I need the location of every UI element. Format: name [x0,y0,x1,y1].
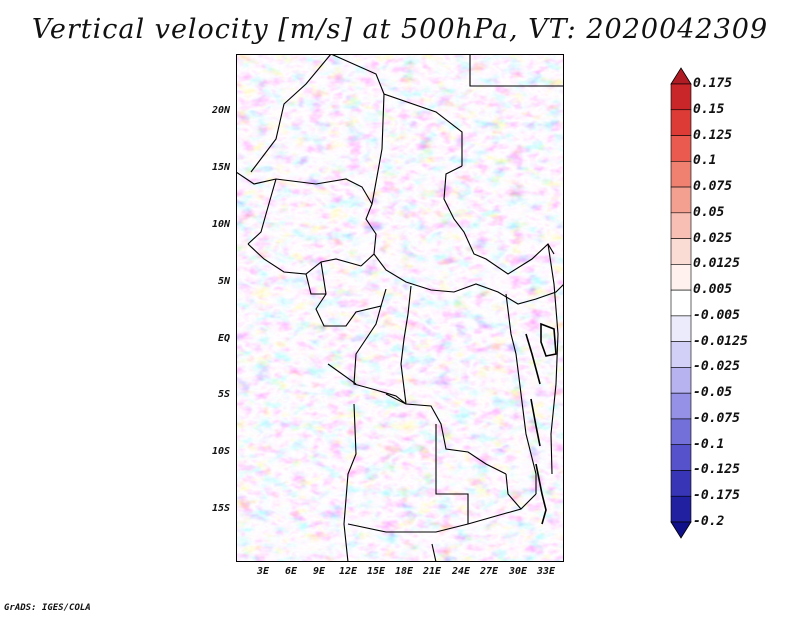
colorbar-label: -0.125 [693,462,740,478]
map-border [236,54,564,562]
lon-label: 24E [451,566,471,577]
lat-label: 10S [211,446,230,457]
colorbar-box [670,341,692,368]
colorbar-label: 0.125 [693,127,733,143]
colorbar-box [670,392,692,420]
colorbar-label: -0.1 [693,436,725,452]
colorbar-label: -0.175 [693,488,740,504]
grads-credit: GrADS: IGES/COLA [4,603,91,613]
lat-label: 10N [211,219,230,230]
colorbar-box [670,264,692,291]
lon-label: 33E [536,566,556,577]
lat-label: 20N [211,105,230,116]
colorbar-label: 0.1 [693,153,717,169]
colorbar-box [670,160,692,188]
colorbar-box [670,367,692,394]
colorbar-max-arrow [670,67,692,85]
chart-title: Vertical velocity [m/s] at 500hPa, VT: 2… [31,14,769,45]
colorbar-label: 0.175 [693,76,733,91]
colorbar-box [670,109,692,136]
colorbar-box [670,470,692,497]
colorbar-label: -0.0125 [693,333,748,349]
lon-label: 21E [422,566,442,577]
colorbar-label: 0.0125 [693,256,740,272]
lat-label: 15N [211,162,230,173]
lon-label: 27E [479,566,499,577]
colorbar-box [670,186,692,214]
colorbar-box [670,315,692,342]
colorbar [670,67,692,539]
colorbar-box [670,83,692,111]
colorbar-box [670,135,692,162]
colorbar-box [670,289,692,317]
velocity-field [236,54,564,562]
lon-label: 12E [338,566,358,577]
colorbar-box [670,418,692,446]
colorbar-box [670,212,692,239]
colorbar-label: 0.05 [693,204,725,220]
lat-label: EQ [217,333,230,344]
colorbar-label: 0.15 [693,101,725,117]
colorbar-label: -0.075 [693,410,740,426]
vertical-velocity-map [236,54,564,562]
colorbar-label: -0.05 [693,385,733,401]
colorbar-label: 0.075 [693,179,733,195]
lat-label: 5S [217,389,230,400]
lon-label: 9E [312,566,326,577]
colorbar-min-arrow [670,521,692,539]
lon-label: 6E [284,566,298,577]
colorbar-label: 0.005 [693,282,733,298]
lat-label: 15S [211,503,230,514]
lon-label: 30E [508,566,528,577]
colorbar-label: 0.025 [693,230,733,246]
colorbar-box [670,444,692,471]
lake-outlines [525,322,557,525]
lon-label: 3E [256,566,270,577]
lat-label: 5N [217,276,230,287]
colorbar-box [670,495,692,523]
colorbar-label: -0.005 [693,307,740,323]
lon-label: 18E [394,566,414,577]
colorbar-box [670,238,692,265]
country-borders [236,54,564,562]
lon-label: 15E [366,566,386,577]
colorbar-label: -0.025 [693,359,740,375]
colorbar-label: -0.2 [693,514,725,529]
